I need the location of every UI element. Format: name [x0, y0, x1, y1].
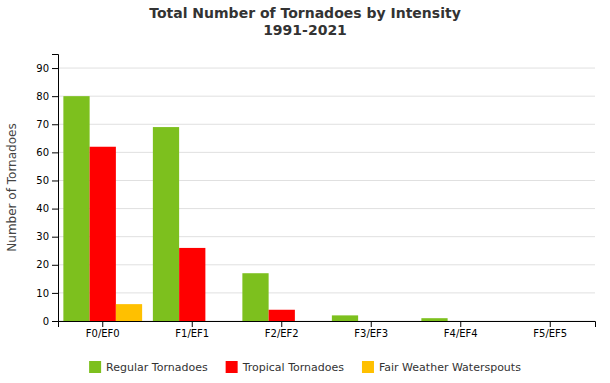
legend-label: Tropical Tornadoes	[242, 361, 345, 374]
tick-mark	[52, 68, 58, 69]
bars	[63, 96, 447, 321]
tick-label: 90	[36, 63, 49, 74]
tick-mark	[52, 152, 58, 153]
tick-mark	[52, 180, 58, 181]
bar-series	[63, 96, 447, 321]
grid-line	[58, 236, 595, 237]
tick-mark	[550, 321, 551, 327]
bar	[63, 96, 89, 321]
tick-label: 30	[36, 231, 49, 242]
axis-line	[59, 322, 596, 328]
tick-label: 20	[36, 259, 49, 270]
tick: F3/EF3	[354, 321, 388, 339]
tick: 10	[36, 288, 58, 299]
bar	[116, 304, 142, 321]
tick-mark	[52, 124, 58, 125]
tick-mark	[52, 96, 58, 97]
grid-line	[58, 152, 595, 153]
bar	[448, 321, 474, 322]
legend-swatch	[226, 361, 238, 373]
axis-line	[52, 55, 59, 322]
tick-mark	[52, 265, 58, 266]
tick: F1/EF1	[175, 321, 209, 339]
bar	[269, 310, 295, 321]
tick-label: 50	[36, 175, 49, 186]
legend-swatch	[362, 361, 374, 373]
legend-label: Regular Tornadoes	[106, 361, 208, 374]
tick: F4/EF4	[444, 321, 478, 339]
title: Total Number of Tornadoes by Intensity19…	[149, 5, 461, 38]
bar	[205, 321, 231, 322]
bar	[179, 248, 205, 321]
tick-mark	[460, 321, 461, 327]
grid-line	[58, 208, 595, 209]
tick: F0/EF0	[86, 321, 120, 339]
tick-mark	[52, 321, 58, 322]
grid-line	[58, 180, 595, 181]
tick-label: F0/EF0	[86, 328, 120, 339]
bar	[474, 321, 500, 322]
tick-mark	[102, 321, 103, 327]
legend-item: Regular Tornadoes	[89, 361, 208, 374]
legend: Regular Tornadoes Tropical Tornadoes Fair …	[89, 361, 521, 374]
tick-label: 0	[43, 316, 49, 327]
bar	[384, 321, 410, 322]
plot: 0 10 20 30 40 50 60 70 80 90 F0/EF0 F1/EF1 F2/EF2 F3/…	[36, 55, 595, 340]
bar	[358, 321, 384, 322]
tick-label: 10	[36, 288, 49, 299]
tick-mark	[52, 237, 58, 238]
tick-label: 60	[36, 147, 49, 158]
bar-series	[90, 147, 295, 321]
legend-item: Tropical Tornadoes	[226, 361, 345, 374]
bar	[153, 127, 179, 321]
tick: 40	[36, 203, 58, 214]
x-axis: F0/EF0 F1/EF1 F2/EF2 F3/EF3 F4/EF4 F5/EF5	[59, 321, 596, 339]
grid	[58, 68, 595, 321]
axis-title: Number of Tornadoes	[5, 123, 19, 251]
tick-mark	[281, 321, 282, 327]
grid-line	[58, 292, 595, 293]
tick: F2/EF2	[265, 321, 299, 339]
bar	[421, 318, 447, 321]
tick-mark	[371, 321, 372, 327]
tick-label: F1/EF1	[175, 328, 209, 339]
chart: Total Number of Tornadoes by Intensity19…	[0, 0, 610, 383]
legend-swatch	[89, 361, 101, 373]
tick-mark	[52, 209, 58, 210]
bar	[511, 321, 537, 322]
tick-label: F3/EF3	[354, 328, 388, 339]
tick: 60	[36, 147, 58, 158]
bar	[295, 321, 321, 322]
tick-label: 80	[36, 91, 49, 102]
bar	[242, 273, 268, 321]
tick: F5/EF5	[533, 321, 567, 339]
tick-label: 70	[36, 119, 49, 130]
tick-mark	[192, 321, 193, 327]
tick: 50	[36, 175, 58, 186]
tick: 80	[36, 91, 58, 102]
tick-mark	[52, 293, 58, 294]
grid-line	[58, 264, 595, 265]
y-axis: 0 10 20 30 40 50 60 70 80 90	[36, 55, 58, 327]
grid-line	[58, 124, 595, 125]
bar	[563, 321, 589, 322]
bar	[537, 321, 563, 322]
legend-label: Fair Weather Waterspouts	[379, 361, 521, 374]
tick: 0	[43, 316, 58, 327]
tick-label: F4/EF4	[444, 328, 478, 339]
bar	[332, 315, 358, 321]
grid-line	[58, 68, 595, 69]
tick-label: F5/EF5	[533, 328, 567, 339]
legend-item: Fair Weather Waterspouts	[362, 361, 521, 374]
bar	[90, 147, 116, 321]
tick-label: F2/EF2	[265, 328, 299, 339]
tick: 90	[36, 63, 58, 74]
tick-label: 40	[36, 203, 49, 214]
tick: 70	[36, 119, 58, 130]
bar-series	[116, 304, 142, 321]
tick: 20	[36, 259, 58, 270]
grid-line	[58, 96, 595, 97]
tick: 30	[36, 231, 58, 242]
